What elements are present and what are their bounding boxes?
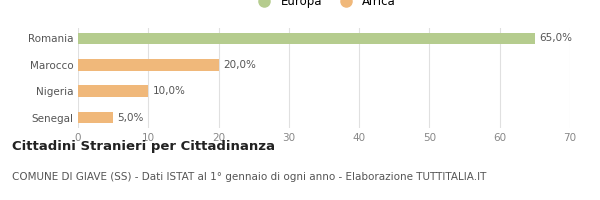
Bar — [78, 59, 218, 71]
Text: COMUNE DI GIAVE (SS) - Dati ISTAT al 1° gennaio di ogni anno - Elaborazione TUTT: COMUNE DI GIAVE (SS) - Dati ISTAT al 1° … — [12, 172, 487, 182]
Text: Cittadini Stranieri per Cittadinanza: Cittadini Stranieri per Cittadinanza — [12, 140, 275, 153]
Bar — [78, 33, 535, 44]
Bar — [78, 85, 148, 97]
Text: 65,0%: 65,0% — [539, 33, 572, 43]
Text: 20,0%: 20,0% — [223, 60, 256, 70]
Text: 5,0%: 5,0% — [118, 113, 144, 123]
Bar — [78, 112, 113, 123]
Text: 10,0%: 10,0% — [152, 86, 185, 96]
Legend: Europa, Africa: Europa, Africa — [248, 0, 400, 12]
